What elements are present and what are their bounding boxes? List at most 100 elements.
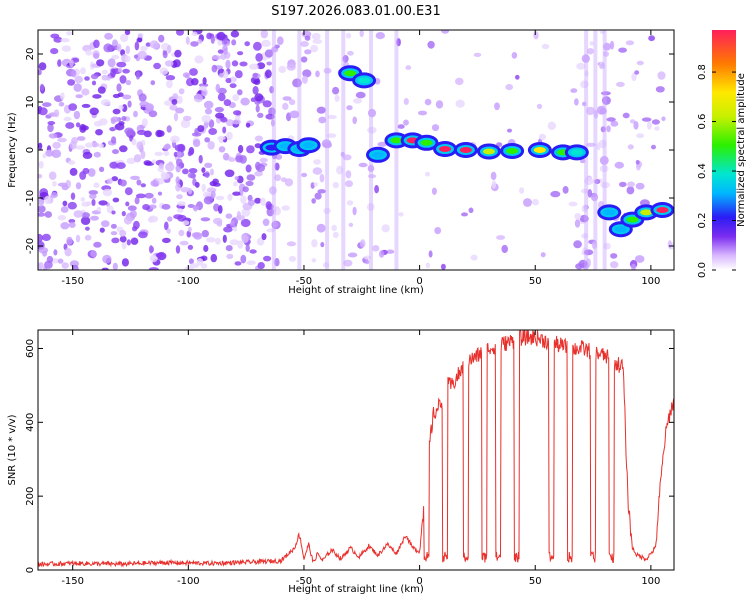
noise-blob [171, 99, 178, 105]
signal-core [371, 151, 384, 158]
noise-blob [265, 113, 275, 120]
noise-blob [122, 94, 132, 100]
noise-blob [67, 201, 78, 210]
noise-blob [124, 127, 134, 135]
noise-blob [311, 198, 317, 204]
noise-blob [111, 210, 116, 215]
noise-blob [581, 233, 589, 239]
y-tick-label: 200 [25, 487, 36, 506]
noise-blob [193, 94, 203, 103]
noise-blob [345, 170, 352, 179]
noise-blob [89, 193, 97, 199]
noise-blob [651, 144, 656, 150]
noise-blob [274, 206, 280, 212]
noise-blob [189, 68, 198, 76]
noise-blob [425, 262, 431, 269]
noise-blob [536, 103, 543, 109]
noise-blob [217, 93, 226, 102]
noise-blob [248, 199, 255, 206]
noise-blob [191, 132, 202, 137]
x-tick-label: -50 [296, 276, 312, 287]
noise-blob [101, 220, 110, 228]
noise-blob [507, 128, 512, 133]
y-tick-label: 400 [25, 413, 36, 432]
noise-blob [244, 41, 250, 47]
noise-blob [197, 125, 205, 133]
noise-blob [322, 262, 330, 268]
noise-blob [562, 186, 569, 194]
noise-blob [96, 59, 105, 67]
noise-blob [280, 177, 287, 183]
noise-blob [44, 211, 52, 218]
noise-blob [38, 174, 43, 179]
noise-blob [233, 110, 242, 116]
noise-blob [235, 215, 245, 221]
noise-blob [304, 49, 312, 55]
noise-blob [44, 260, 53, 269]
noise-blob [288, 99, 296, 106]
noise-blob [111, 237, 120, 244]
x-tick-label: -100 [177, 576, 200, 587]
signal-core [506, 147, 519, 154]
noise-blob [187, 77, 193, 86]
noise-blob [352, 116, 358, 125]
noise-blob [121, 241, 127, 250]
noise-blob [347, 252, 358, 258]
noise-blob [584, 70, 589, 77]
noise-blob [176, 208, 184, 213]
noise-blob [41, 233, 51, 241]
noise-blob [599, 165, 609, 173]
noise-blob [580, 80, 589, 89]
noise-blob [102, 254, 112, 264]
noise-blob [425, 171, 430, 177]
noise-blob [200, 217, 211, 222]
noise-streak [593, 30, 598, 270]
noise-blob [194, 55, 204, 64]
noise-blob [627, 181, 635, 188]
noise-blob [278, 65, 287, 73]
noise-blob [461, 212, 468, 217]
noise-blob [636, 60, 644, 66]
noise-blob [112, 93, 120, 99]
noise-blob [428, 250, 433, 258]
noise-blob [70, 192, 76, 200]
noise-blob [110, 68, 116, 78]
noise-blob [145, 42, 151, 47]
noise-blob [192, 139, 201, 148]
noise-blob [60, 92, 65, 100]
noise-blob [215, 112, 225, 119]
noise-blob [208, 119, 215, 128]
noise-blob [100, 99, 111, 106]
noise-blob [264, 49, 274, 58]
noise-blob [136, 179, 142, 186]
noise-blob [318, 116, 327, 124]
noise-blob [570, 88, 578, 93]
noise-blob [75, 234, 81, 243]
noise-blob [64, 247, 72, 257]
y-tick-label: 20 [25, 48, 36, 61]
noise-blob [177, 150, 182, 158]
noise-blob [170, 135, 180, 143]
noise-blob [252, 72, 258, 78]
noise-blob [319, 173, 325, 183]
noise-blob [192, 205, 200, 210]
noise-blob [57, 214, 67, 221]
noise-blob [71, 69, 77, 78]
noise-blob [187, 172, 196, 179]
noise-blob [587, 189, 593, 198]
noise-blob [231, 60, 239, 67]
noise-blob [126, 157, 136, 165]
noise-blob [578, 259, 588, 268]
noise-blob [260, 197, 266, 206]
noise-blob [201, 91, 207, 96]
noise-blob [234, 261, 242, 266]
noise-blob [655, 86, 665, 93]
noise-blob [119, 235, 127, 243]
noise-blob [286, 241, 296, 247]
noise-blob [398, 212, 404, 217]
noise-blob [367, 108, 377, 118]
noise-blob [204, 108, 213, 115]
noise-blob [431, 124, 440, 132]
noise-blob [112, 149, 119, 155]
noise-blob [112, 108, 121, 115]
